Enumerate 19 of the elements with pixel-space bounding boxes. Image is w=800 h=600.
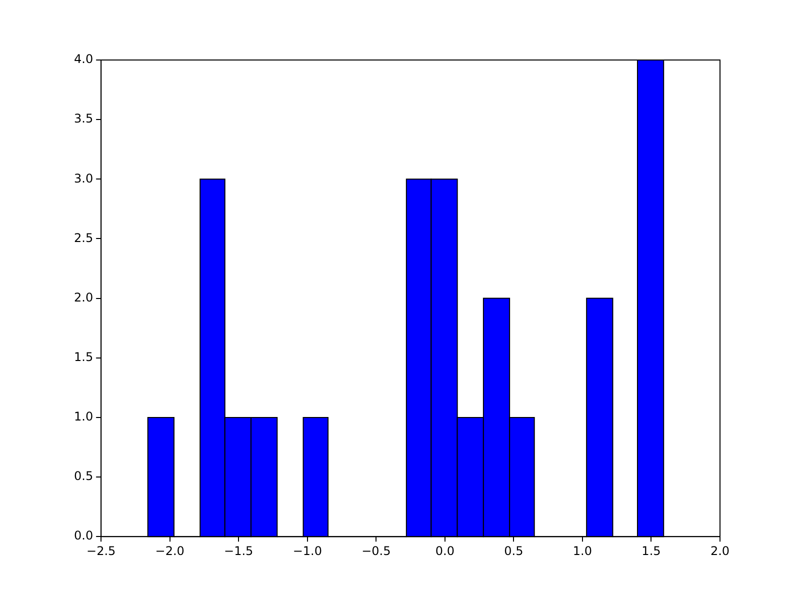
x-tick-label: −1.0	[292, 544, 322, 558]
x-tick-label: 0.5	[504, 544, 524, 558]
x-tick-label: −1.5	[224, 544, 254, 558]
y-tick-label: 0.5	[74, 469, 94, 484]
x-tick-label: −0.5	[362, 544, 391, 558]
y-tick-label: 0.0	[74, 528, 94, 543]
y-tick-label: 2.5	[74, 230, 94, 245]
y-tick-label: 2.0	[74, 290, 94, 304]
y-tick-label: 4.0	[74, 52, 94, 66]
x-tick-label: 2.0	[710, 544, 730, 558]
y-tick-label: 1.5	[74, 350, 94, 364]
x-tick-label: 1.0	[572, 544, 592, 558]
x-tick-label: −2.5	[86, 544, 116, 558]
y-tick-label: 3.5	[74, 112, 94, 126]
y-tick-label: 3.0	[74, 171, 94, 186]
x-tick-label: −2.0	[155, 544, 184, 558]
y-tick-label: 1.0	[74, 410, 94, 424]
x-tick-label: 1.5	[642, 544, 661, 558]
x-tick-label: 0.0	[435, 544, 454, 558]
